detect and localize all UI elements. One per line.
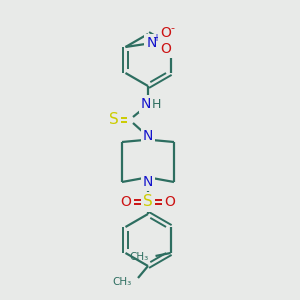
Text: O: O [160, 26, 171, 40]
Text: O: O [165, 195, 176, 209]
Text: S: S [109, 112, 119, 128]
Text: -: - [170, 23, 175, 33]
Text: O: O [160, 42, 171, 56]
Text: H: H [151, 98, 161, 112]
Text: N: N [141, 97, 151, 111]
Text: N: N [146, 36, 157, 50]
Text: +: + [152, 33, 160, 43]
Text: CH₃: CH₃ [129, 252, 148, 262]
Text: S: S [143, 194, 153, 209]
Text: N: N [143, 175, 153, 189]
Text: N: N [143, 129, 153, 143]
Text: O: O [121, 195, 131, 209]
Text: CH₃: CH₃ [113, 277, 132, 287]
